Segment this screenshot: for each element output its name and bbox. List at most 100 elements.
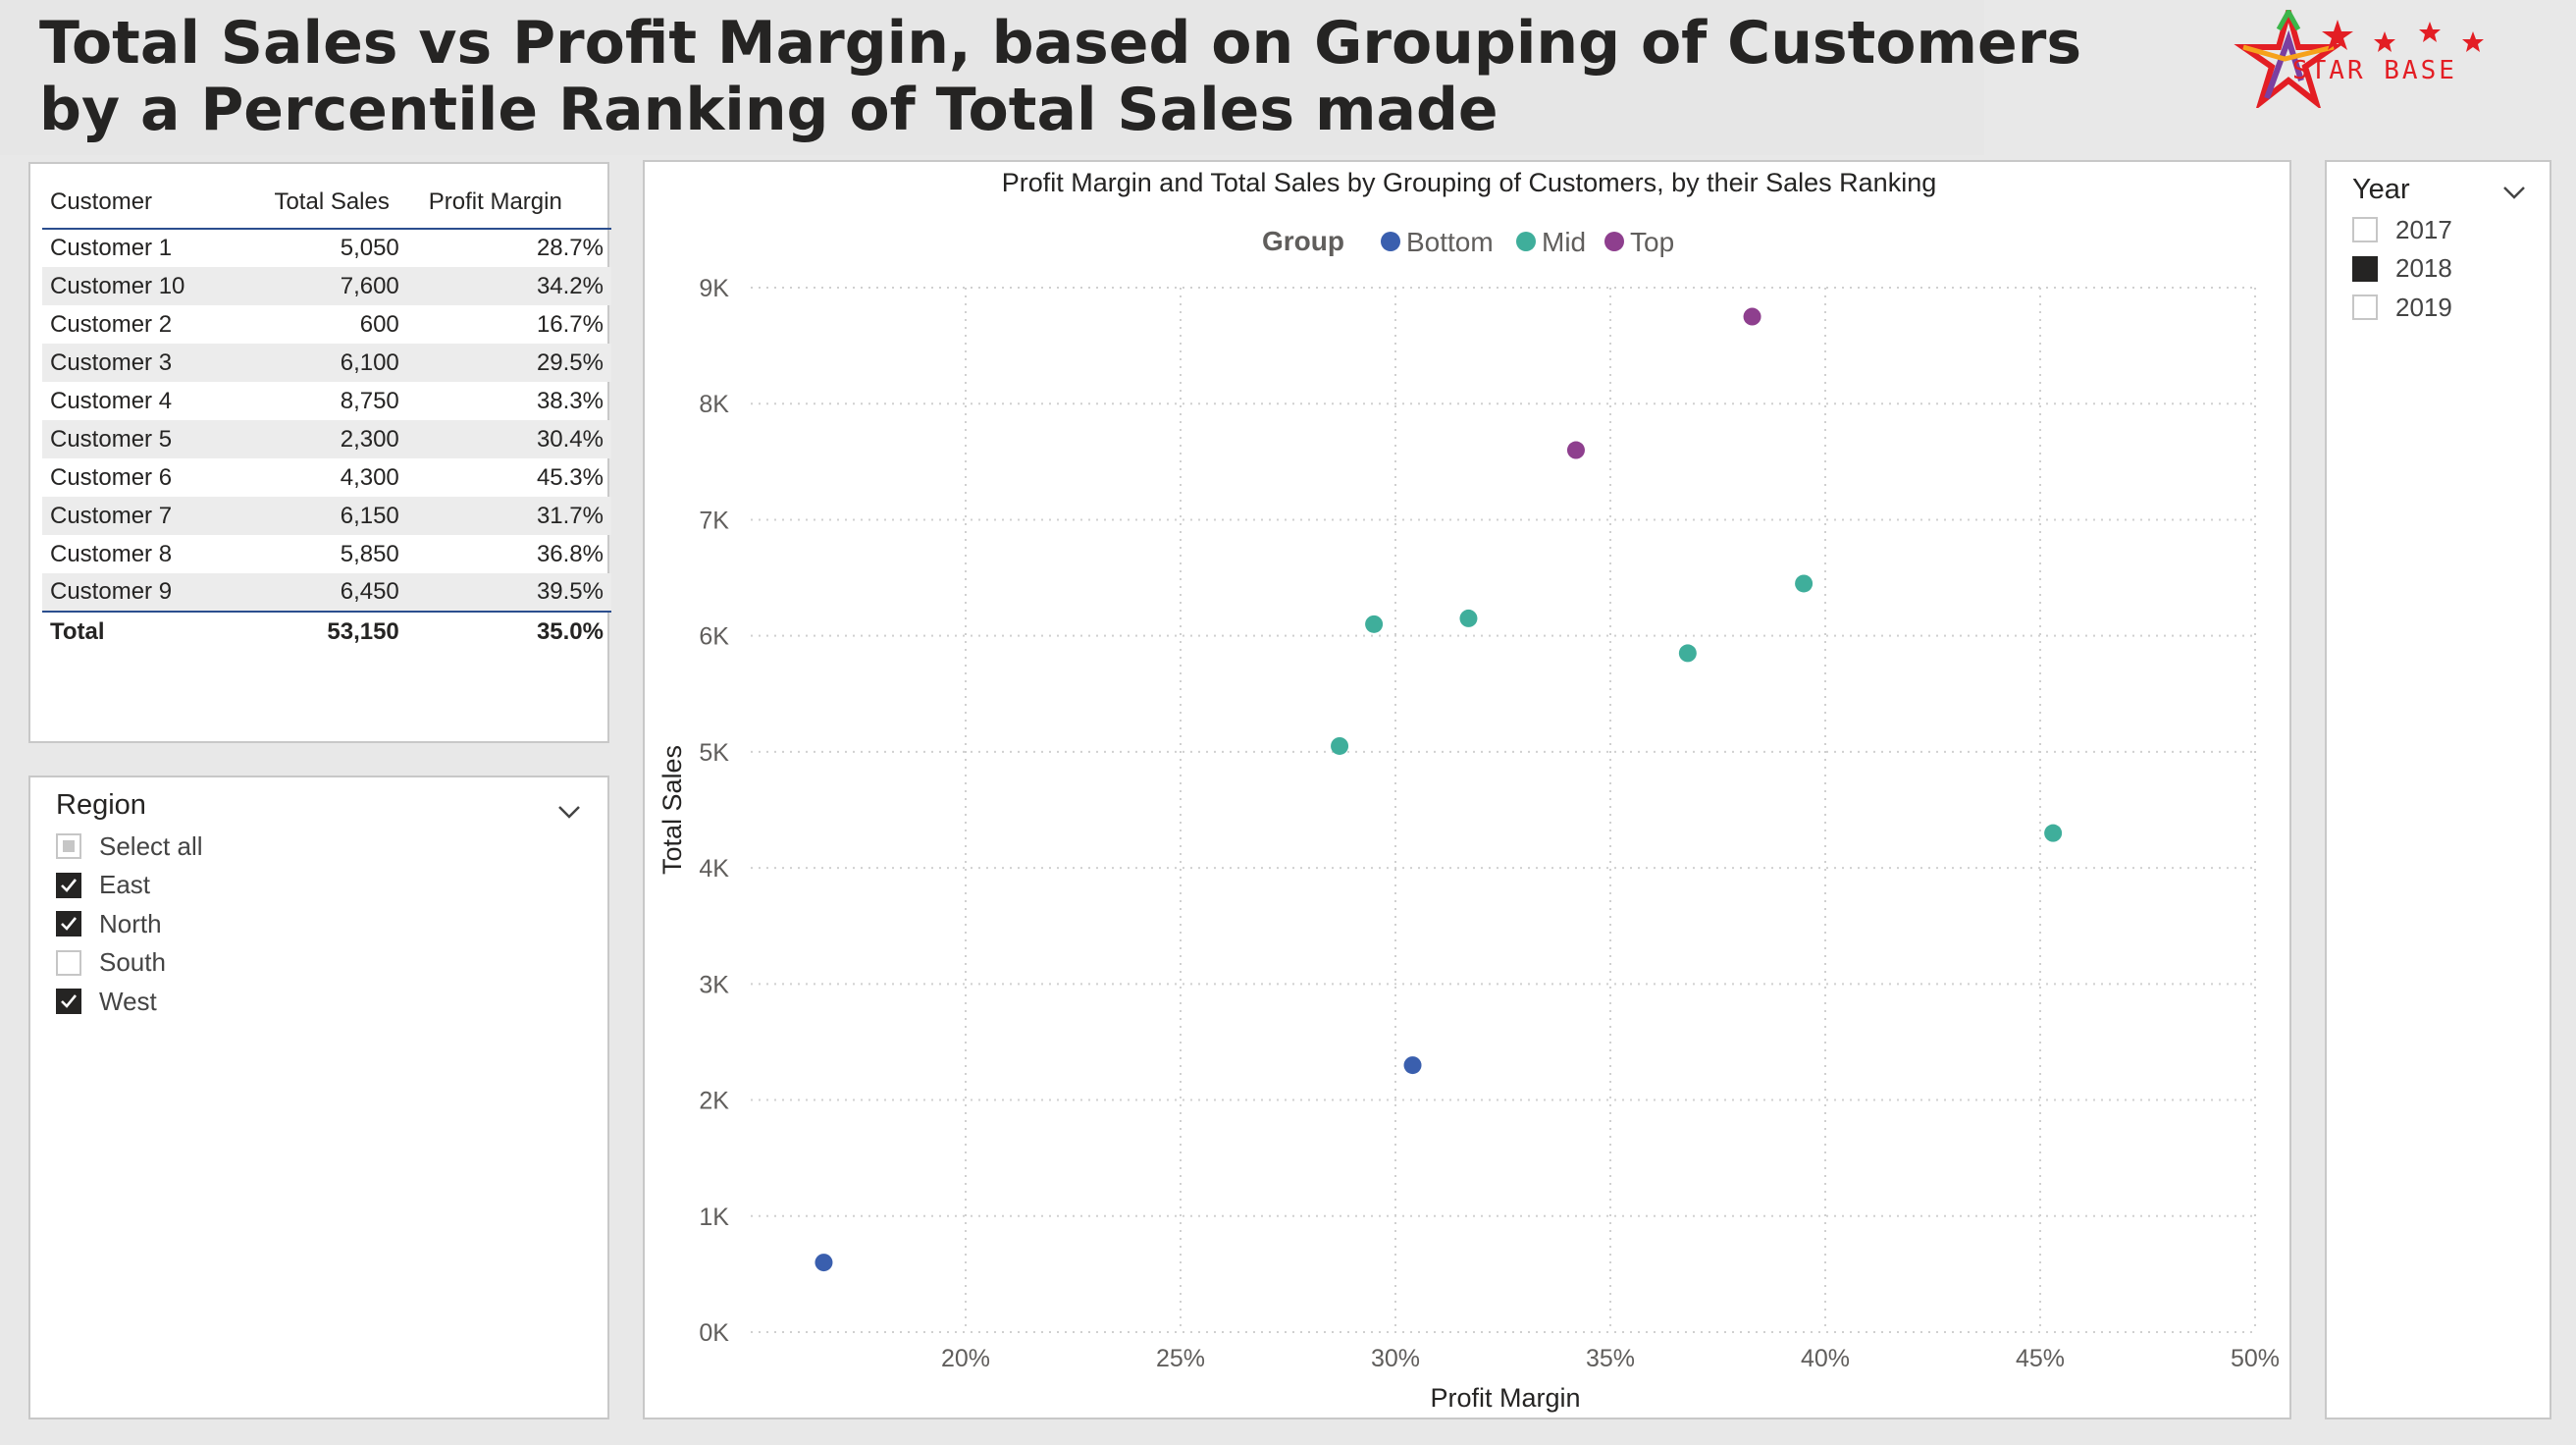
region-slicer-option[interactable]: East	[56, 869, 150, 902]
chevron-down-icon[interactable]	[556, 799, 582, 825]
year-slicer-title: Year	[2352, 174, 2410, 205]
customer-cell: Customer 7	[50, 502, 173, 529]
page-title: Total Sales vs Profit Margin, based on G…	[39, 10, 2081, 143]
data-point-mid[interactable]	[1795, 574, 1814, 593]
total-sales-cell: 2,300	[340, 425, 399, 453]
chart-points	[815, 307, 2063, 1272]
profit-margin-cell: 16.7%	[536, 310, 604, 338]
profit-margin-cell: 34.2%	[536, 272, 604, 299]
table-row[interactable]: Customer 8 5,850 36.8%	[42, 535, 611, 573]
legend-entry-top[interactable]: Top	[1630, 227, 1674, 257]
data-point-mid[interactable]	[2044, 824, 2063, 842]
data-point-top[interactable]	[1566, 441, 1585, 459]
region-slicer-option[interactable]: North	[56, 907, 162, 940]
checkbox-empty-icon[interactable]	[2352, 294, 2378, 320]
total-margin-value: 35.0%	[406, 611, 611, 651]
y-tick-label: 9K	[699, 275, 729, 302]
profit-margin-cell: 30.4%	[536, 425, 604, 453]
region-slicer-option[interactable]: Select all	[56, 830, 203, 863]
y-tick-label: 8K	[699, 391, 729, 418]
customer-cell: Customer 9	[50, 578, 173, 605]
data-point-mid[interactable]	[1365, 615, 1384, 633]
customer-cell: Customer 3	[50, 348, 173, 376]
y-tick-label: 2K	[699, 1088, 729, 1115]
table-row[interactable]: Customer 5 2,300 30.4%	[42, 420, 611, 458]
chart-gridlines	[751, 287, 2256, 1333]
customer-cell: Customer 8	[50, 540, 173, 567]
y-tick-label: 3K	[699, 971, 729, 998]
total-sales-cell: 6,150	[340, 502, 399, 529]
profit-margin-cell: 45.3%	[536, 463, 604, 491]
table-row[interactable]: Customer 3 6,100 29.5%	[42, 344, 611, 382]
report-header: Total Sales vs Profit Margin, based on G…	[0, 0, 2081, 155]
data-point-bottom[interactable]	[815, 1254, 833, 1272]
option-label: 2018	[2395, 253, 2452, 283]
checkbox-empty-icon[interactable]	[56, 949, 81, 976]
chart-legend: Group Bottom Mid Top	[1262, 226, 1674, 257]
region-slicer-option[interactable]: West	[56, 985, 157, 1018]
customer-table-visual: Customer Total Sales Profit Margin Custo…	[28, 162, 611, 743]
profit-margin-cell: 28.7%	[536, 235, 604, 261]
legend-entry-mid[interactable]: Mid	[1542, 227, 1586, 257]
y-axis-label: Total Sales	[657, 745, 687, 875]
data-point-mid[interactable]	[1459, 609, 1478, 627]
y-tick-label: 6K	[699, 623, 729, 651]
checkbox-checked-icon[interactable]	[56, 989, 81, 1014]
legend-entry-bottom[interactable]: Bottom	[1406, 227, 1494, 257]
table-row[interactable]: Customer 1 5,050 28.7%	[42, 229, 611, 267]
table-row[interactable]: Customer 4 8,750 38.3%	[42, 382, 611, 420]
customer-cell: Customer 1	[50, 235, 173, 261]
x-tick-label: 20%	[941, 1345, 990, 1372]
total-sales-cell: 6,450	[340, 578, 399, 605]
year-slicer-option[interactable]: 2019	[2352, 291, 2452, 324]
logo-star-icon	[2234, 0, 2343, 111]
customer-cell: Customer 10	[50, 272, 185, 299]
year-slicer-option[interactable]: 2018	[2352, 252, 2452, 286]
data-point-bottom[interactable]	[1403, 1056, 1422, 1075]
red-star-icon	[2462, 31, 2484, 52]
y-tick-label: 5K	[699, 739, 729, 767]
table-total-row: Total 53,150 35.0%	[42, 611, 611, 651]
region-slicer-option[interactable]: South	[56, 946, 166, 980]
checkbox-checked-icon[interactable]	[56, 872, 81, 898]
year-slicer-option[interactable]: 2017	[2352, 213, 2452, 246]
x-tick-label: 40%	[1801, 1345, 1850, 1372]
logo-text: STAR BASE	[2292, 56, 2457, 85]
chart-title: Profit Margin and Total Sales by Groupin…	[1002, 168, 1936, 197]
checkbox-selected-icon[interactable]	[2352, 255, 2378, 282]
total-sales-cell: 5,850	[340, 540, 399, 567]
y-tick-label: 4K	[699, 855, 729, 883]
column-header-total-sales[interactable]: Total Sales	[250, 176, 407, 230]
y-tick-label: 7K	[699, 507, 729, 534]
data-point-top[interactable]	[1743, 307, 1761, 326]
profit-margin-cell: 29.5%	[536, 348, 604, 376]
checkbox-empty-icon[interactable]	[2352, 217, 2378, 242]
y-tick-label: 1K	[699, 1204, 729, 1231]
column-header-customer[interactable]: Customer	[42, 176, 251, 230]
profit-margin-cell: 38.3%	[536, 387, 604, 414]
checkbox-checked-icon[interactable]	[56, 911, 81, 937]
region-slicer-title: Region	[56, 789, 146, 821]
red-star-icon	[2374, 31, 2395, 52]
data-point-mid[interactable]	[1331, 736, 1349, 755]
table-row[interactable]: Customer 2 600 16.7%	[42, 305, 611, 344]
y-axis-ticks: 0K 1K 2K 3K 4K 5K 6K 7K 8K 9K	[699, 275, 729, 1347]
total-sales-cell: 4,300	[340, 463, 399, 491]
x-axis-label: Profit Margin	[1430, 1383, 1580, 1413]
table-row[interactable]: Customer 10 7,600 34.2%	[42, 267, 611, 305]
total-sales-cell: 8,750	[340, 387, 399, 414]
data-point-mid[interactable]	[1678, 644, 1697, 663]
table-row[interactable]: Customer 9 6,450 39.5%	[42, 573, 611, 612]
legend-title: Group	[1262, 226, 1344, 256]
starbase-logo: STAR BASE	[2228, 0, 2522, 111]
scatter-chart-visual: Profit Margin and Total Sales by Groupin…	[643, 160, 2291, 1419]
chevron-down-icon[interactable]	[2501, 180, 2527, 205]
customer-cell: Customer 5	[50, 425, 173, 453]
profit-margin-cell: 39.5%	[536, 578, 604, 605]
table-row[interactable]: Customer 6 4,300 45.3%	[42, 458, 611, 497]
column-header-profit-margin[interactable]: Profit Margin	[406, 176, 611, 230]
x-axis-ticks: 20% 25% 30% 35% 40% 45% 50%	[941, 1345, 2280, 1372]
option-label: North	[99, 908, 162, 938]
table-row[interactable]: Customer 7 6,150 31.7%	[42, 497, 611, 535]
checkbox-partial-icon[interactable]	[56, 833, 81, 859]
